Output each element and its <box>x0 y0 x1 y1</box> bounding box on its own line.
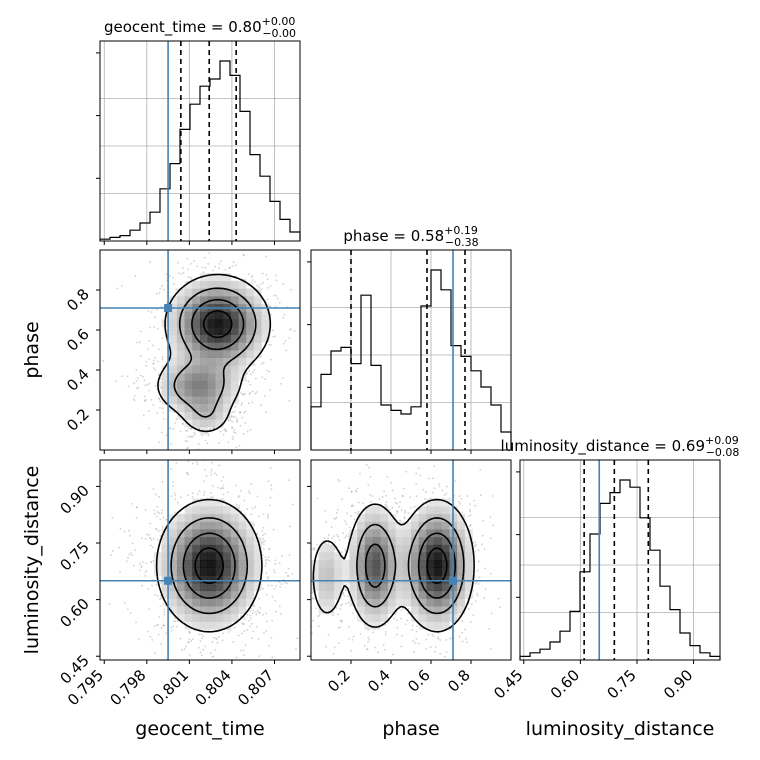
hist-grid-luminosity_distance <box>520 460 720 660</box>
hist-frame-geocent_time <box>99 40 301 242</box>
panel-title-phase: phase = 0.58+0.19 −0.38 <box>343 224 478 249</box>
x-tick-label-geocent_time-4: 0.807 <box>234 666 277 709</box>
plot-area-phase_vs_geocent_time <box>100 250 300 450</box>
x-tick-label-luminosity_distance-2: 0.75 <box>603 666 639 702</box>
hist-grid-geocent_time <box>100 41 300 241</box>
y-tick-label-phase-0: 0.2 <box>63 405 93 435</box>
truth-point <box>164 304 173 312</box>
x-tick-label-luminosity_distance-3: 0.90 <box>660 666 696 702</box>
x-tick-label-geocent_time-3: 0.804 <box>192 666 235 709</box>
density-cells <box>161 273 270 435</box>
x-tick-label-phase-3: 0.8 <box>444 666 474 696</box>
x-axis-label-phase: phase <box>382 718 439 740</box>
x-tick-label-phase-1: 0.4 <box>364 666 394 696</box>
hist-frame-phase <box>310 249 512 451</box>
contour-level-2 <box>364 532 456 599</box>
2d-panel-luminosity_distance_vs_phase <box>310 459 512 661</box>
contour-lines <box>312 498 475 633</box>
frame-phase_vs_geocent_time <box>99 249 301 451</box>
panel-title-luminosity_distance: luminosity_distance = 0.69+0.09 −0.08 <box>501 434 740 459</box>
hist-panel-luminosity_distance: luminosity_distance = 0.69+0.09 −0.08 <box>501 434 740 661</box>
x-tick-label-luminosity_distance-0: 0.45 <box>490 666 526 702</box>
histogram-luminosity_distance <box>519 479 721 660</box>
hist-frame-luminosity_distance <box>519 459 721 661</box>
y-tick-label-phase-1: 0.4 <box>63 365 93 395</box>
x-tick-label-geocent_time-2: 0.801 <box>149 666 192 709</box>
x-axis-label-geocent_time: geocent_time <box>135 718 264 740</box>
hist-panel-phase: phase = 0.58+0.19 −0.38 <box>307 224 512 451</box>
x-tick-label-luminosity_distance-1: 0.60 <box>547 666 583 702</box>
contour-level-0 <box>312 498 475 633</box>
frame-luminosity_distance_vs_geocent_time <box>99 459 301 661</box>
contour-level-3 <box>426 547 448 585</box>
plot-area-luminosity_distance_vs_phase <box>311 460 511 660</box>
contour-level-0 <box>155 498 263 633</box>
plot-area-luminosity_distance_vs_geocent_time <box>100 460 300 660</box>
contour-level-2 <box>191 298 245 351</box>
y-tick-label-luminosity_distance-1: 0.60 <box>56 595 92 631</box>
y-axis-phase: 0.2 0.4 0.6 0.8 phase <box>21 285 100 435</box>
contour-level-1 <box>173 287 257 418</box>
y-tick-label-phase-3: 0.8 <box>63 285 93 315</box>
density-cells <box>311 498 473 630</box>
x-tick-label-phase-2: 0.6 <box>404 666 434 696</box>
x-tick-label-phase-0: 0.2 <box>324 666 354 696</box>
y-tick-label-phase-2: 0.6 <box>63 325 93 355</box>
truth-point <box>449 576 457 585</box>
histogram-phase <box>310 269 512 450</box>
histogram-geocent_time <box>99 60 301 241</box>
y-axis-label-phase: phase <box>21 321 43 378</box>
panel-title-geocent_time: geocent_time = 0.80+0.00 −0.00 <box>104 15 296 40</box>
x-axis-label-luminosity_distance: luminosity_distance <box>526 718 715 740</box>
y-tick-label-luminosity_distance-2: 0.75 <box>56 538 92 574</box>
y-axis-label-luminosity_distance: luminosity_distance <box>21 466 43 655</box>
contour-lines <box>155 498 263 633</box>
hist-panel-geocent_time: geocent_time = 0.80+0.00 −0.00 <box>96 15 301 242</box>
contour-level-1 <box>356 517 465 615</box>
frame-luminosity_distance_vs_phase <box>310 459 512 661</box>
truth-point <box>164 576 173 585</box>
contour-lines <box>157 273 272 433</box>
y-tick-label-luminosity_distance-3: 0.90 <box>56 482 92 518</box>
x-axis-luminosity_distance: 0.45 0.60 0.75 0.90 luminosity_distance <box>490 660 714 740</box>
2d-panel-phase_vs_geocent_time <box>99 249 301 451</box>
contour-level-3 <box>202 310 233 339</box>
density-cells <box>153 498 262 630</box>
x-tick-label-geocent_time-1: 0.798 <box>107 666 150 709</box>
2d-panel-luminosity_distance_vs_geocent_time <box>99 459 301 661</box>
